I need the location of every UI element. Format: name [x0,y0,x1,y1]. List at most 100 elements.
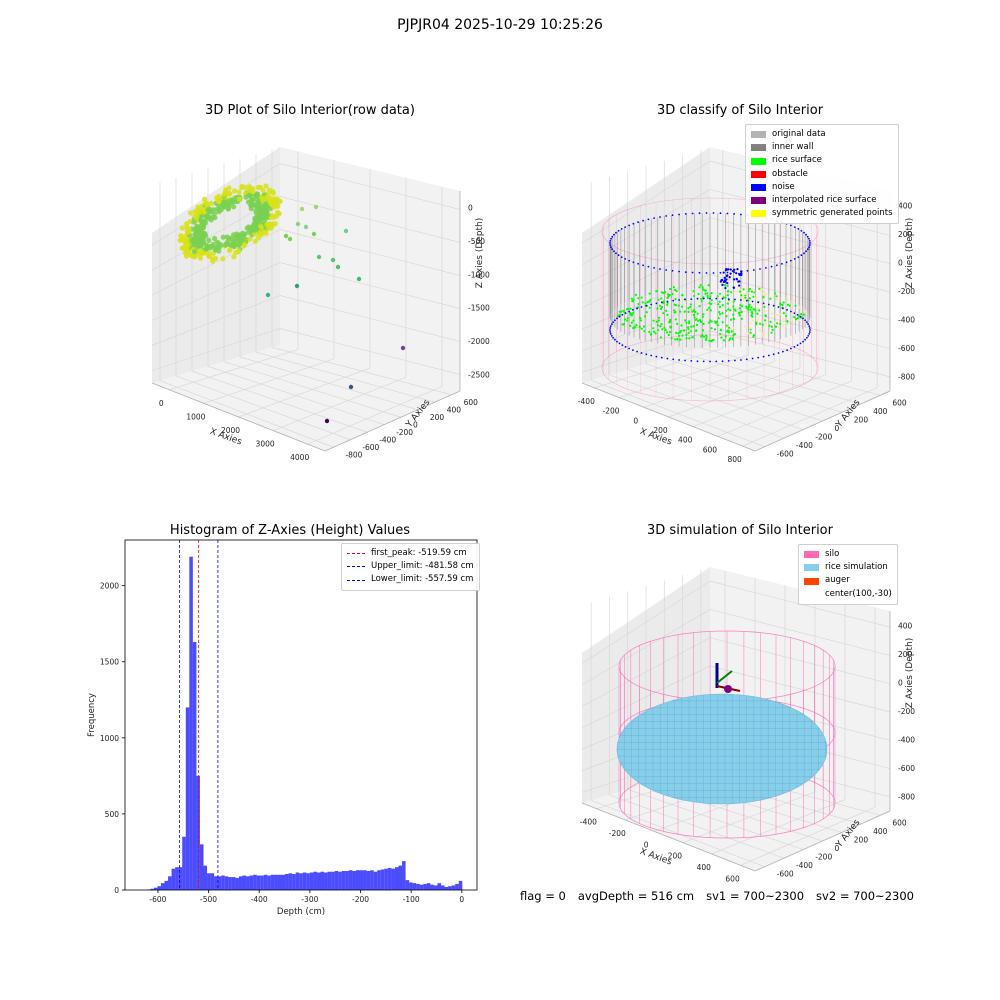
noise-point [709,360,711,363]
data-point [206,237,212,243]
noise-point [628,347,630,350]
data-point [179,225,185,231]
histogram-bar [199,844,204,890]
histogram-bar [288,873,293,890]
legend-item: interpolated rice surface [751,194,893,207]
rice-surface-point [743,325,746,328]
rice-surface-point [679,331,682,334]
histogram-bar [416,883,420,890]
data-point [214,195,220,201]
rice-surface-point [659,304,662,307]
y-tick-label: 600 [892,398,907,407]
legend: first_peak: -519.59 cm Upper_limit: -481.… [341,543,480,591]
rice-surface-point [752,334,755,337]
rice-surface-point [713,328,717,331]
y-tick-label: 0 [114,886,119,895]
noise-point [678,213,680,216]
noise-point [732,286,735,289]
histogram-plot: -600 -500 -400 -300 -200 -100 0 0 500 1000 1500 200… [87,539,478,917]
rice-surface-point [729,318,733,321]
data-point [236,196,242,202]
grid-line [709,217,891,265]
noise-point [737,280,740,283]
histogram-bar [168,876,172,890]
noise-point [786,309,788,311]
rice-surface-point [669,318,672,321]
z-tick-label: -800 [898,373,915,382]
rice-surface-point [643,315,647,318]
noise-point [721,278,724,282]
data-point [184,224,190,230]
grid-line [279,262,461,309]
data-point [200,225,206,231]
data-point [220,234,226,240]
noise-point [740,213,742,216]
rice-surface-point [697,319,700,322]
rice-surface-point [742,298,745,301]
noise-point [691,212,694,215]
histogram-bar [221,875,225,890]
noise-point [653,217,655,219]
rice-surface-point [765,321,768,324]
rice-surface-point [727,329,730,332]
rice-surface-point [685,333,688,336]
rice-surface-point [706,294,709,298]
y-tick-label: 600 [892,818,907,827]
rice-surface-point [764,294,767,297]
grid-line [581,217,711,287]
histogram-bar [263,874,268,890]
rice-surface-point [782,312,785,315]
rice-surface-point [752,295,755,298]
noise-point [728,276,731,279]
grid-line [700,347,881,396]
rice-surface-point [751,313,754,316]
data-point [255,202,261,208]
rice-surface-point [623,318,627,321]
rice-surface-point [722,339,726,342]
rice-surface-point [696,312,699,315]
grid-line [279,163,461,210]
noise-point [734,359,736,362]
rice-surface-point [729,337,732,340]
z-tick-label: -500 [468,237,485,246]
rice-surface-point [740,305,744,308]
rice-surface-point [673,311,676,314]
rice-simulation-surface [616,693,828,805]
rice-surface-point [656,324,659,327]
rice-surface-point [721,303,724,307]
grid-line [279,328,461,375]
rice-surface-point [748,297,751,300]
noise-point [806,248,809,251]
noise-point [793,226,796,228]
histogram-bar [292,874,296,890]
data-point [259,195,265,201]
histogram-bar [150,888,154,890]
rice-surface-point [665,331,669,334]
rice-surface-point [744,292,747,296]
data-point [264,203,270,209]
rice-surface-point [721,321,724,324]
rice-surface-point [663,326,666,330]
outlier-point [356,276,362,282]
grid-line [279,229,461,276]
rice-surface-point [692,313,695,317]
legend-item: original data [751,128,893,141]
z-tick-label: -600 [898,344,915,353]
rice-surface-point [667,295,670,298]
rice-surface-point [725,324,728,327]
z-tick-label: -2500 [468,370,490,379]
grid-line [191,370,368,433]
rice-surface-point [760,288,763,291]
status-line: flag = 0 avgDepth = 516 cm sv1 = 700~2300 s… [520,889,926,903]
noise-point [628,259,630,262]
legend-item: noise [751,181,893,194]
x-axis-label: Depth (cm) [277,907,325,917]
rice-surface-point [716,295,719,298]
chart-title: 3D simulation of Silo Interior [647,523,833,538]
rice-surface-point [661,328,664,331]
noise-point [777,306,780,308]
noise-point [790,224,792,227]
z-tick-label: 0 [468,204,473,213]
outlier-point [348,384,354,390]
rice-surface-point [797,319,800,322]
